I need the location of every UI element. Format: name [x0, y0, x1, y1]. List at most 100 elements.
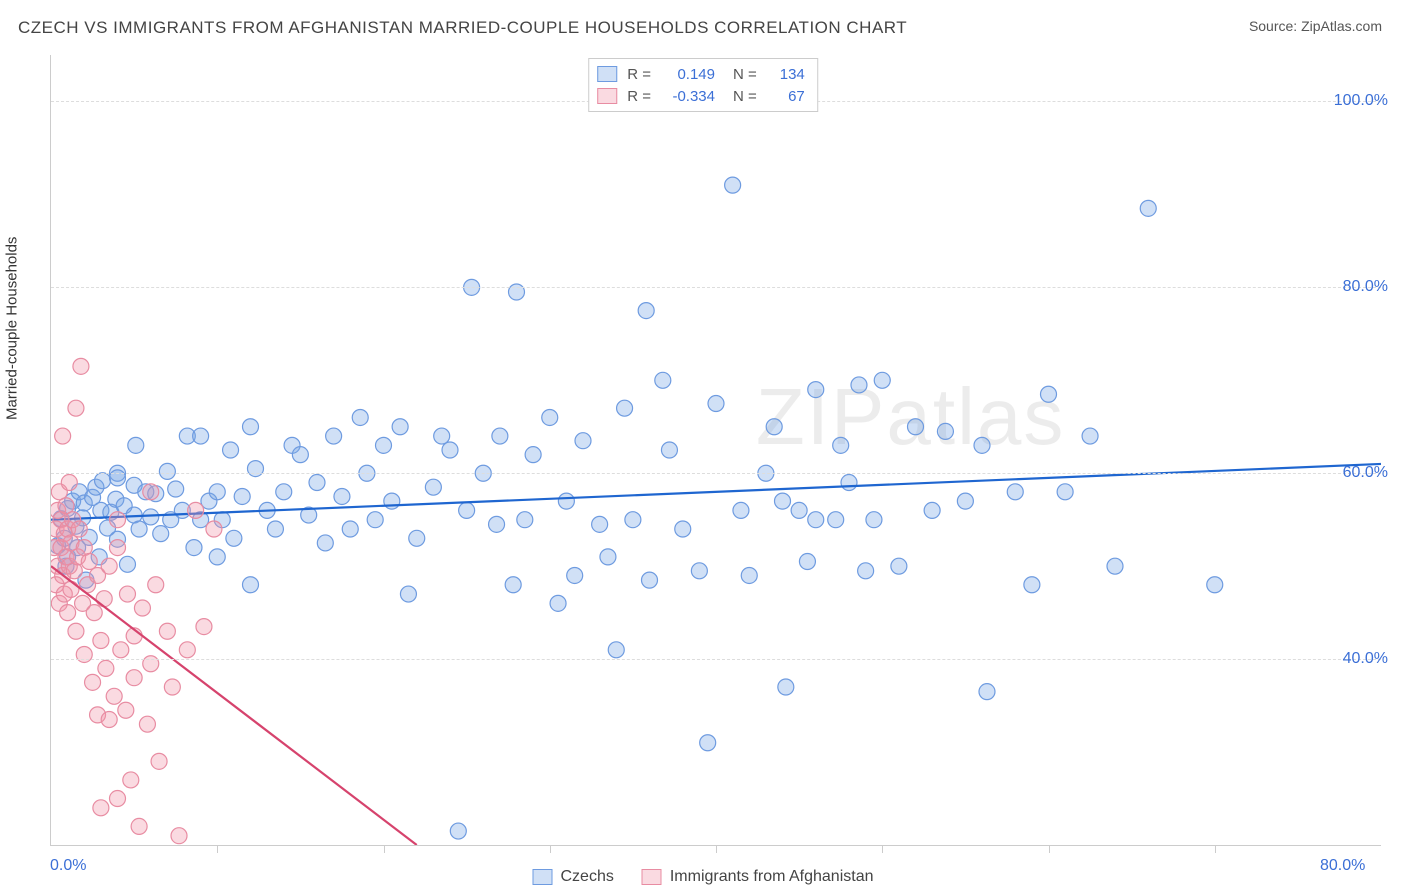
scatter-point-czechs [808, 382, 824, 398]
scatter-point-czechs [733, 502, 749, 518]
scatter-point-czechs [95, 473, 111, 489]
plot-area: ZIPatlas [50, 55, 1381, 846]
scatter-point-czechs [367, 512, 383, 528]
xtick-label: 0.0% [50, 857, 86, 875]
scatter-point-afghan [113, 642, 129, 658]
scatter-point-czechs [292, 447, 308, 463]
scatter-point-afghan [206, 521, 222, 537]
scatter-point-czechs [434, 428, 450, 444]
swatch-afghan [597, 88, 617, 104]
scatter-point-czechs [592, 516, 608, 532]
scatter-point-czechs [841, 475, 857, 491]
r-label: R = [627, 66, 651, 83]
scatter-point-afghan [118, 702, 134, 718]
scatter-point-afghan [196, 619, 212, 635]
ytick-label: 80.0% [1343, 278, 1388, 296]
scatter-point-czechs [1024, 577, 1040, 593]
scatter-point-afghan [119, 586, 135, 602]
scatter-point-czechs [638, 303, 654, 319]
scatter-point-czechs [655, 372, 671, 388]
scatter-point-czechs [226, 530, 242, 546]
xtick-mark [384, 845, 385, 853]
ytick-label: 60.0% [1343, 464, 1388, 482]
scatter-point-afghan [148, 577, 164, 593]
scatter-point-czechs [186, 540, 202, 556]
scatter-point-czechs [974, 437, 990, 453]
scatter-point-czechs [376, 437, 392, 453]
scatter-point-czechs [425, 479, 441, 495]
scatter-point-czechs [143, 509, 159, 525]
scatter-point-czechs [828, 512, 844, 528]
legend-item-afghan: Immigrants from Afghanistan [642, 868, 874, 886]
scatter-point-afghan [123, 772, 139, 788]
scatter-point-czechs [317, 535, 333, 551]
legend-label: Immigrants from Afghanistan [670, 868, 874, 886]
scatter-point-afghan [61, 475, 77, 491]
scatter-point-czechs [119, 556, 135, 572]
scatter-point-czechs [400, 586, 416, 602]
scatter-point-afghan [188, 502, 204, 518]
scatter-point-czechs [937, 423, 953, 439]
scatter-point-afghan [86, 605, 102, 621]
scatter-point-czechs [525, 447, 541, 463]
scatter-point-czechs [625, 512, 641, 528]
gridline-h [51, 659, 1381, 660]
n-value: 67 [767, 88, 805, 105]
scatter-point-czechs [700, 735, 716, 751]
scatter-point-afghan [134, 600, 150, 616]
scatter-point-czechs [517, 512, 533, 528]
series-legend: Czechs Immigrants from Afghanistan [533, 868, 874, 886]
r-label: R = [627, 88, 651, 105]
scatter-point-afghan [93, 633, 109, 649]
scatter-point-czechs [209, 549, 225, 565]
scatter-point-czechs [691, 563, 707, 579]
swatch-czechs [533, 869, 553, 885]
scatter-point-czechs [799, 554, 815, 570]
legend-item-czechs: Czechs [533, 868, 614, 886]
swatch-afghan [642, 869, 662, 885]
scatter-point-afghan [159, 623, 175, 639]
scatter-point-afghan [60, 605, 76, 621]
n-label: N = [733, 88, 757, 105]
scatter-point-czechs [924, 502, 940, 518]
stats-legend: R =0.149N =134R =-0.334N =67 [588, 58, 818, 112]
scatter-point-czechs [725, 177, 741, 193]
scatter-point-czechs [575, 433, 591, 449]
scatter-point-czechs [193, 428, 209, 444]
scatter-point-czechs [326, 428, 342, 444]
scatter-point-czechs [642, 572, 658, 588]
scatter-point-afghan [63, 581, 79, 597]
scatter-point-czechs [128, 437, 144, 453]
scatter-point-afghan [81, 554, 97, 570]
stats-row-czechs: R =0.149N =134 [597, 63, 805, 85]
y-axis-label: Married-couple Households [4, 237, 21, 420]
gridline-h [51, 473, 1381, 474]
scatter-point-afghan [110, 791, 126, 807]
scatter-point-czechs [392, 419, 408, 435]
scatter-point-czechs [741, 567, 757, 583]
chart-container: CZECH VS IMMIGRANTS FROM AFGHANISTAN MAR… [0, 0, 1406, 892]
scatter-point-czechs [766, 419, 782, 435]
scatter-point-afghan [151, 753, 167, 769]
scatter-point-czechs [567, 567, 583, 583]
xtick-mark [1049, 845, 1050, 853]
scatter-point-czechs [866, 512, 882, 528]
scatter-point-czechs [833, 437, 849, 453]
xtick-mark [1215, 845, 1216, 853]
scatter-point-czechs [957, 493, 973, 509]
scatter-point-czechs [409, 530, 425, 546]
scatter-point-czechs [1207, 577, 1223, 593]
scatter-point-afghan [96, 591, 112, 607]
scatter-point-czechs [808, 512, 824, 528]
scatter-point-czechs [908, 419, 924, 435]
scatter-point-afghan [68, 623, 84, 639]
scatter-point-czechs [791, 502, 807, 518]
swatch-czechs [597, 66, 617, 82]
r-value: 0.149 [661, 66, 715, 83]
ytick-label: 100.0% [1334, 92, 1388, 110]
scatter-point-czechs [489, 516, 505, 532]
scatter-point-afghan [179, 642, 195, 658]
scatter-point-afghan [101, 558, 117, 574]
n-label: N = [733, 66, 757, 83]
scatter-point-afghan [106, 688, 122, 704]
